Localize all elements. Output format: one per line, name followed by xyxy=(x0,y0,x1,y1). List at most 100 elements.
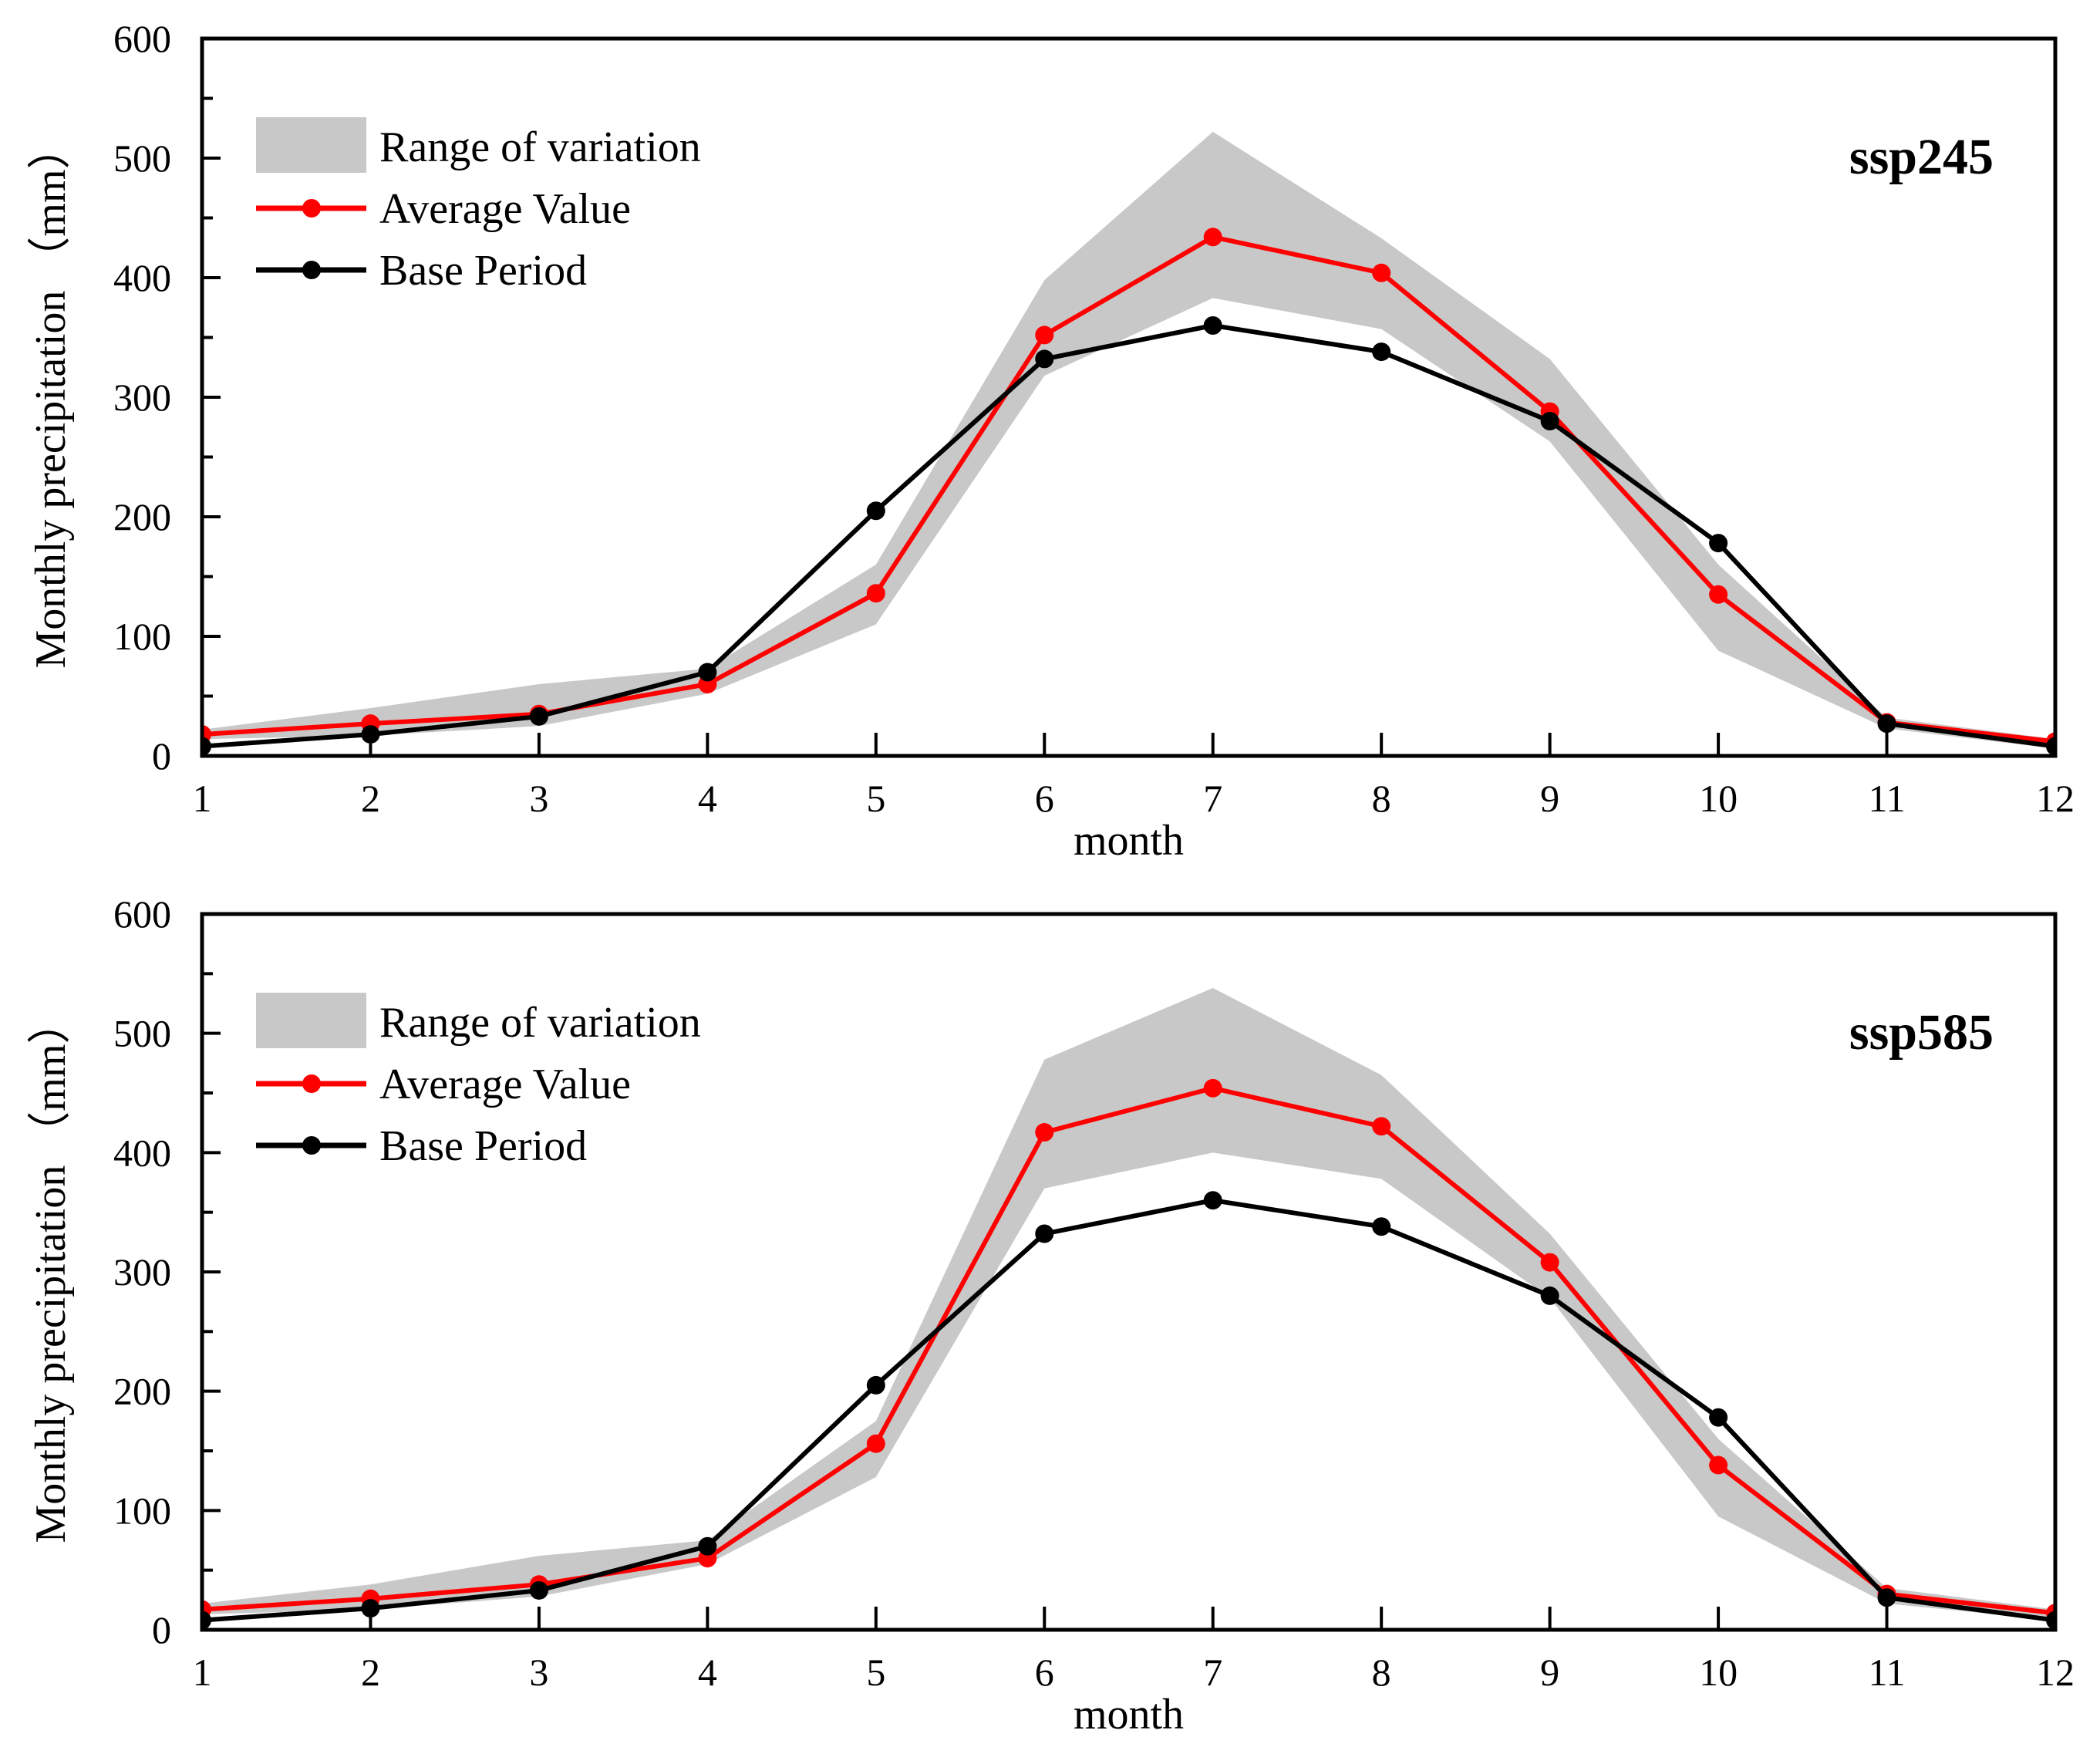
average-value-point xyxy=(1372,1117,1391,1136)
average-value-point xyxy=(1709,585,1728,604)
base-period-point xyxy=(1203,1191,1222,1210)
y-axis-title: Monthly precipitation （mm） xyxy=(27,126,75,668)
y-tick-label: 600 xyxy=(113,17,171,60)
chart-panel-ssp245: 1 2 3 4 5 6 7 8 9 10 11 120100200300400500600monthM… xyxy=(27,17,2075,865)
base-period-point xyxy=(202,737,211,756)
legend-base-marker xyxy=(302,261,321,279)
base-period-point xyxy=(202,1611,211,1630)
average-value-point xyxy=(1035,1123,1054,1142)
x-tick-label: 8 xyxy=(1372,1651,1391,1694)
base-period-point xyxy=(1372,342,1391,362)
x-tick-label: 12 xyxy=(2036,1651,2075,1694)
base-period-point xyxy=(866,501,885,521)
x-tick-label: 1 xyxy=(193,1651,212,1694)
base-period-point xyxy=(866,1375,885,1395)
x-tick-label: 3 xyxy=(529,777,548,820)
base-period-point xyxy=(1203,316,1222,335)
average-value-point xyxy=(1709,1455,1728,1475)
y-tick-label: 100 xyxy=(113,1489,171,1532)
legend: Range of variation Average Value Base Peri… xyxy=(256,117,701,295)
x-tick-label: 11 xyxy=(1868,1651,1905,1694)
base-period-point xyxy=(1035,1224,1054,1243)
base-period-point xyxy=(529,707,548,726)
plot-area xyxy=(202,131,2055,756)
average-value-point xyxy=(1035,325,1054,345)
legend-label-range: Range of variation xyxy=(379,123,701,171)
base-period-point xyxy=(1709,534,1728,553)
x-tick-label: 3 xyxy=(529,1651,548,1694)
base-period-point xyxy=(529,1580,548,1600)
x-axis: 1 2 3 4 5 6 7 8 9 10 11 12 xyxy=(193,733,2075,820)
x-tick-label: 4 xyxy=(698,777,717,820)
x-axis: 1 2 3 4 5 6 7 8 9 10 11 12 xyxy=(193,1607,2075,1694)
x-tick-label: 6 xyxy=(1035,777,1054,820)
base-period-point xyxy=(1035,349,1054,369)
panel-label: ssp245 xyxy=(1849,129,1994,185)
average-value-point xyxy=(1540,1253,1559,1272)
base-period-point xyxy=(1877,1588,1896,1607)
base-period-point xyxy=(2046,737,2055,756)
average-value-point xyxy=(866,1434,885,1453)
x-tick-label: 6 xyxy=(1035,1651,1054,1694)
x-tick-label: 10 xyxy=(1699,777,1738,820)
y-axis: 0 100 200 300 400 500 600 xyxy=(113,892,221,1651)
x-tick-label: 10 xyxy=(1699,1651,1738,1694)
legend-average-marker xyxy=(302,199,321,218)
y-tick-label: 500 xyxy=(113,1012,171,1055)
x-tick-label: 11 xyxy=(1868,777,1905,820)
legend-band-swatch xyxy=(256,993,366,1048)
base-period-point xyxy=(1709,1408,1728,1427)
y-tick-label: 400 xyxy=(113,1131,171,1174)
y-tick-label: 300 xyxy=(113,376,171,419)
y-axis: 0 100 200 300 400 500 600 xyxy=(113,17,221,777)
base-period-point xyxy=(1540,412,1559,430)
average-value-point xyxy=(1203,228,1222,247)
x-tick-label: 12 xyxy=(2036,777,2075,820)
base-period-point xyxy=(1372,1217,1391,1236)
y-tick-label: 100 xyxy=(113,615,171,658)
y-tick-label: 500 xyxy=(113,137,171,180)
x-tick-label: 7 xyxy=(1203,777,1222,820)
y-tick-label: 400 xyxy=(113,256,171,299)
x-axis-title: month xyxy=(1074,1691,1184,1739)
x-tick-label: 5 xyxy=(866,777,885,820)
average-value-point xyxy=(1203,1078,1222,1098)
legend-label-range: Range of variation xyxy=(379,999,701,1047)
legend-label-average: Average Value xyxy=(379,1061,631,1108)
y-tick-label: 200 xyxy=(113,1370,171,1413)
legend-average-marker xyxy=(302,1074,321,1093)
average-value-line xyxy=(202,1085,2055,1616)
base-period-point xyxy=(1540,1286,1559,1305)
range-band xyxy=(202,987,2055,1621)
x-tick-label: 2 xyxy=(361,1651,380,1694)
legend-label-base: Base Period xyxy=(379,247,587,295)
average-value-point xyxy=(1372,263,1391,282)
y-axis-title: Monthly precipitation （mm） xyxy=(27,1000,75,1543)
chart-panel-ssp585: 1 2 3 4 5 6 7 8 9 10 11 120100200300400500600monthM… xyxy=(27,892,2075,1739)
x-tick-label: 9 xyxy=(1540,777,1559,820)
panel-label: ssp585 xyxy=(1849,1004,1994,1061)
legend-band-swatch xyxy=(256,117,366,173)
x-tick-label: 5 xyxy=(866,1651,885,1694)
legend-label-average: Average Value xyxy=(379,185,631,233)
x-tick-label: 7 xyxy=(1203,1651,1222,1694)
y-tick-label: 600 xyxy=(113,892,171,936)
x-tick-label: 8 xyxy=(1372,777,1391,820)
x-tick-label: 4 xyxy=(698,1651,717,1694)
base-period-line xyxy=(202,323,2055,749)
base-period-point xyxy=(2046,1611,2055,1630)
plot-area xyxy=(202,987,2055,1630)
x-axis-title: month xyxy=(1074,817,1184,865)
base-period-point xyxy=(698,1536,717,1556)
base-period-point xyxy=(1877,714,1896,734)
y-tick-label: 200 xyxy=(113,495,171,538)
legend: Range of variation Average Value Base Peri… xyxy=(256,993,701,1170)
average-value-line xyxy=(202,234,2055,744)
y-tick-label: 0 xyxy=(152,734,171,777)
y-tick-label: 300 xyxy=(113,1250,171,1293)
legend-base-marker xyxy=(302,1136,321,1155)
average-value-point xyxy=(866,584,885,603)
range-band xyxy=(202,131,2055,749)
base-period-line xyxy=(202,1198,2055,1623)
x-tick-label: 9 xyxy=(1540,1651,1559,1694)
